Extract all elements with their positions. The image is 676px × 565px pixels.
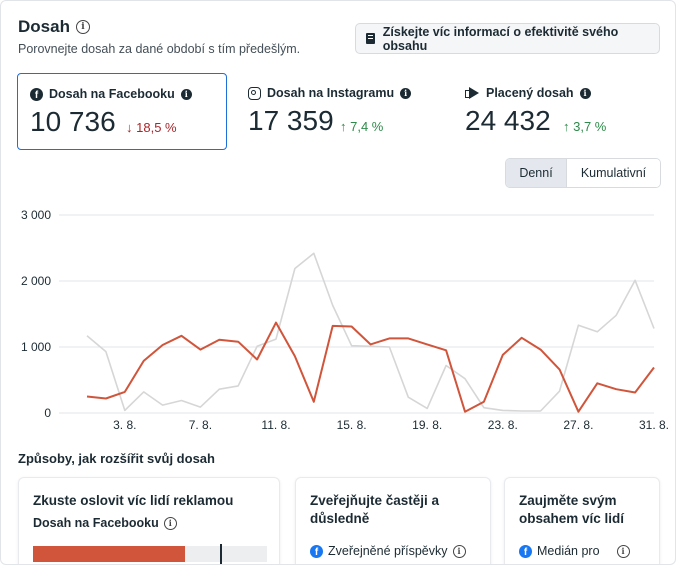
card-title: Zkuste oslovit víc lidí reklamou [33,493,234,508]
series-line-facebook [86,321,655,413]
x-tick-label: 23. 8. [488,418,518,432]
metric-instagram-reach[interactable]: Dosah na Instagramu i 17 359 ↑ 7,4 % [234,73,444,150]
progress-fill [33,546,186,562]
info-icon[interactable]: i [579,87,591,99]
arrow-up-icon: ↑ [563,119,570,134]
info-icon[interactable]: i [163,516,177,530]
progress-marker [220,544,223,564]
info-icon[interactable]: i [616,544,630,558]
y-tick-label: 0 [44,406,51,420]
page-title: Dosah [18,17,70,36]
metric-facebook-reach[interactable]: f Dosah na Facebooku i 10 736 ↓ 18,5 % [17,73,227,150]
section-title: Způsoby, jak rozšířit svůj dosah [18,451,215,466]
y-tick-label: 1 000 [21,340,51,354]
facebook-icon: f [519,544,532,558]
metric-value: 10 736 [30,106,116,137]
info-icon[interactable]: i [452,544,466,558]
card-sub: f Medián pro i [519,544,630,558]
card-engage[interactable]: Zaujměte svým obsahem víc lidí f Medián … [504,477,660,564]
metric-label: Placený dosah [486,86,574,100]
book-icon [366,33,375,44]
metric-label: Dosah na Instagramu [267,86,395,100]
metric-value: 24 432 [465,105,551,136]
card-title-line: důsledně [310,511,370,526]
card-title-line: obsahem víc lidí [519,511,625,526]
x-tick-label: 15. 8. [337,418,367,432]
page-subtitle: Porovnejte dosah za dané období s tím př… [18,42,301,56]
y-tick-label: 3 000 [21,208,51,222]
card-title-line: Zaujměte svým [519,493,617,508]
metric-change-value: 3,7 % [573,119,607,134]
x-tick-label: 31. 8. [639,418,669,432]
metric-header: Placený dosah i [465,86,591,100]
x-tick-label: 19. 8. [412,418,442,432]
metric-change-value: 18,5 % [136,120,177,135]
megaphone-icon [465,87,480,99]
metric-paid-reach[interactable]: Placený dosah i 24 432 ↑ 3,7 % [451,73,661,150]
x-tick-label: 7. 8. [189,418,212,432]
card-title: Zveřejňujte častěji a důsledně [310,492,439,528]
info-icon[interactable]: i [400,87,412,99]
x-tick-label: 11. 8. [261,418,290,432]
toggle-daily[interactable]: Denní [506,159,567,187]
arrow-up-icon: ↑ [340,119,347,134]
x-tick-label: 27. 8. [563,418,593,432]
facebook-icon: f [30,87,43,101]
metric-change: ↑ 7,4 % [340,119,383,134]
info-icon[interactable]: i [75,20,90,34]
metric-label: Dosah na Facebooku [49,87,175,101]
card-sub: Dosah na Facebooku i [33,516,177,530]
card-title-line: Zveřejňujte častěji a [310,493,440,508]
series-line-previous [86,252,655,412]
insights-button[interactable]: Získejte víc informací o efektivitě svéh… [355,23,660,54]
y-tick-label: 2 000 [21,274,51,288]
reach-line-chart: 0 1 000 2 000 3 000 3. 8. 7. 8. 11. 8. 15. 8. 19… [21,208,669,432]
toggle-cumulative[interactable]: Kumulativní [567,159,660,187]
facebook-icon: f [310,544,323,558]
metric-change-value: 7,4 % [350,119,384,134]
metric-change: ↓ 18,5 % [126,120,177,135]
metric-header: f Dosah na Facebooku i [30,87,192,101]
x-tick-label: 3. 8. [113,418,136,432]
metric-value: 17 359 [248,105,334,136]
title-row: Dosah i [18,17,90,37]
info-icon[interactable]: i [180,88,192,100]
instagram-icon [248,86,261,100]
card-sub: f Zveřejněné příspěvky i [310,544,466,558]
card-sub-label: Dosah na Facebooku [33,516,159,530]
progress-track [33,544,267,564]
insights-button-label: Získejte víc informací o efektivitě svéh… [382,24,619,53]
card-sub-label: Zveřejněné příspěvky [328,544,448,558]
card-sub-label: Medián pro [537,544,600,558]
card-post-more[interactable]: Zveřejňujte častěji a důsledně f Zveřejn… [295,477,491,564]
chart-mode-toggle: Denní Kumulativní [505,158,661,188]
card-title: Zaujměte svým obsahem víc lidí [519,492,624,528]
metric-change: ↑ 3,7 % [563,119,606,134]
card-ads[interactable]: Zkuste oslovit víc lidí reklamou Dosah n… [18,477,280,564]
arrow-down-icon: ↓ [126,120,133,135]
metric-header: Dosah na Instagramu i [248,86,412,100]
